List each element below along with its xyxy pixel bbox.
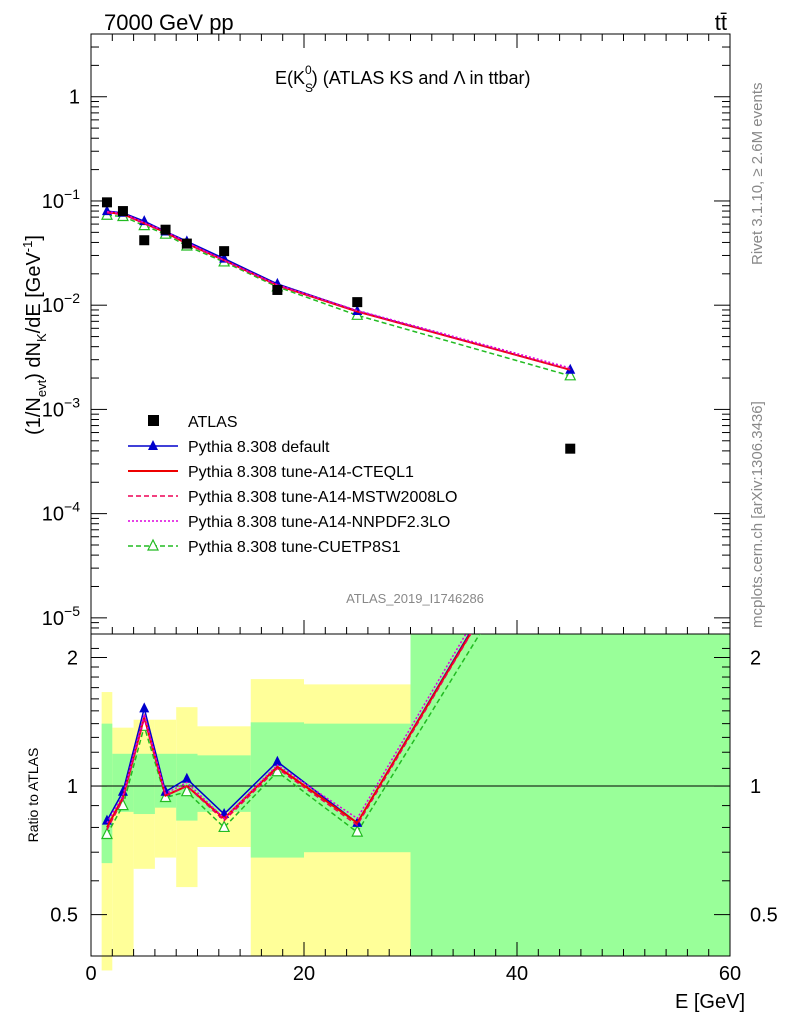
legend-label-0: ATLAS <box>188 414 238 431</box>
inner-band-0 <box>101 723 113 864</box>
main-frame <box>90 33 731 635</box>
x-tick-label: 0 <box>85 963 96 985</box>
ratio-y-tick-label: 0.5 <box>50 905 78 927</box>
main-y-tick-label: 10−3 <box>42 394 80 421</box>
main-line-4 <box>106 210 571 369</box>
mcplots-label: mcplots.cern.ch [arXiv:1306.3436] <box>749 401 766 628</box>
ratio-point-0-3 <box>160 785 171 796</box>
main-point-0-1 <box>117 206 128 217</box>
legend-label-4: Pythia 8.308 tune-A14-NNPDF2.3LO <box>188 514 450 531</box>
main-line-3 <box>106 212 571 371</box>
x-tick-label: 20 <box>293 963 315 985</box>
main-point-0-8 <box>565 443 576 454</box>
header-left: 7000 GeV pp <box>104 10 234 35</box>
legend-label-5: Pythia 8.308 tune-CUETP8S1 <box>188 539 401 556</box>
ratio-point-0-4 <box>181 772 192 783</box>
main-point-0-3 <box>160 224 171 235</box>
legend-marker-0 <box>148 415 159 426</box>
ratio-point-4-6 <box>271 764 284 777</box>
main-point-0-5 <box>219 246 230 257</box>
main-y-tick-label: 10−2 <box>42 290 80 317</box>
ratio-line-2 <box>106 634 472 831</box>
legend-marker-5 <box>147 538 159 551</box>
main-point-5-8 <box>564 368 577 381</box>
ratio-point-0-1 <box>117 785 128 796</box>
ratio-point-0-2 <box>139 702 150 713</box>
main-point-0-7 <box>352 297 363 308</box>
main-y-tick-label: 10−1 <box>42 186 80 213</box>
main-y-tick-label: 10−5 <box>42 603 80 630</box>
main-point-0-0 <box>101 197 112 208</box>
legend-label-2: Pythia 8.308 tune-A14-CTEQL1 <box>188 464 414 481</box>
ratio-uncertainty-bands <box>101 634 730 971</box>
ratio-y-tick-label: 2 <box>67 647 78 669</box>
axes: 0 20 40 60 1 10−1 10−2 10−3 10−4 10−5 0.5 0.5 1 1 2 2 <box>42 33 778 985</box>
x-tick-label: 60 <box>719 963 741 985</box>
main-y-tick-label: 10−4 <box>42 499 80 526</box>
main-point-0-6 <box>272 284 283 295</box>
ratio-line-3 <box>106 634 467 824</box>
inner-band-8 <box>410 634 730 956</box>
ratio-point-4-5 <box>218 820 231 833</box>
header-right: tt̄ <box>715 10 727 35</box>
ratio-point-0-6 <box>272 755 283 766</box>
ratio-y-tick-label-right: 2 <box>750 647 761 669</box>
ratio-y-tick-label: 1 <box>67 776 78 798</box>
ratio-series-clipped <box>101 634 481 840</box>
rivet-label: Rivet 3.1.10, ≥ 2.6M events <box>749 83 766 266</box>
legend-marker-1 <box>148 440 158 450</box>
main-line-1 <box>106 210 571 371</box>
legend: ATLAS Pythia 8.308 default Pythia 8.308 tu… <box>128 414 457 556</box>
analysis-watermark: ATLAS_2019_I1746286 <box>346 591 484 606</box>
x-tick-label: 40 <box>506 963 528 985</box>
main-point-0-4 <box>181 238 192 249</box>
main-title: E(KS0) (ATLAS KS and Λ in ttbar) <box>275 63 531 95</box>
legend-label-1: Pythia 8.308 default <box>188 439 330 456</box>
inner-band-2 <box>133 753 155 815</box>
legend-label-3: Pythia 8.308 tune-A14-MSTW2008LO <box>188 489 457 506</box>
ratio-y-tick-label-right: 1 <box>750 776 761 798</box>
ratio-y-tick-label-right: 0.5 <box>750 905 778 927</box>
main-y-tick-label: 1 <box>69 87 80 109</box>
main-series <box>101 197 577 454</box>
main-line-5 <box>106 214 571 377</box>
x-axis-label: E [GeV] <box>675 991 745 1013</box>
ratio-point-4-4 <box>180 784 193 797</box>
ratio-point-4-7 <box>351 824 364 837</box>
ratio-ylabel: Ratio to ATLAS <box>25 748 41 843</box>
ratio-point-4-0 <box>101 827 113 840</box>
inner-band-6 <box>250 722 304 858</box>
ratio-series <box>101 634 481 840</box>
main-point-0-2 <box>139 235 150 246</box>
